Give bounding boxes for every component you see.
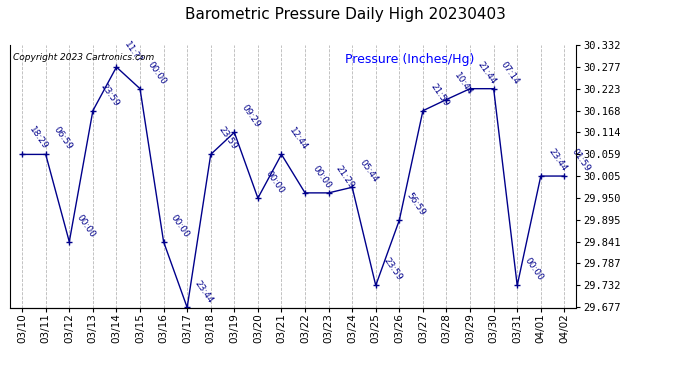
Text: 18:29: 18:29 <box>28 125 50 152</box>
Text: Barometric Pressure Daily High 20230403: Barometric Pressure Daily High 20230403 <box>184 8 506 22</box>
Text: 05:44: 05:44 <box>357 158 380 184</box>
Text: 00:00: 00:00 <box>146 60 168 86</box>
Text: 11:??: 11:?? <box>122 39 143 64</box>
Text: 01:59: 01:59 <box>570 147 592 173</box>
Text: 21:44: 21:44 <box>475 60 497 86</box>
Text: 00:00: 00:00 <box>310 164 333 190</box>
Text: 21:29: 21:29 <box>334 164 356 190</box>
Text: 23:44: 23:44 <box>193 279 215 305</box>
Text: Pressure (Inches/Hg): Pressure (Inches/Hg) <box>345 53 474 66</box>
Text: 06:59: 06:59 <box>51 125 73 152</box>
Text: 09:29: 09:29 <box>240 104 262 130</box>
Text: 21:59: 21:59 <box>428 82 451 108</box>
Text: 12:44: 12:44 <box>287 126 309 152</box>
Text: 00:00: 00:00 <box>264 169 286 195</box>
Text: 00:00: 00:00 <box>169 213 191 239</box>
Text: 07:14: 07:14 <box>499 60 522 86</box>
Text: 00:00: 00:00 <box>523 256 545 283</box>
Text: 23:44: 23:44 <box>546 147 569 173</box>
Text: Copyright 2023 Cartronics.com: Copyright 2023 Cartronics.com <box>13 53 155 62</box>
Text: 10:44: 10:44 <box>452 70 474 97</box>
Text: 23:59: 23:59 <box>382 256 404 283</box>
Text: 23:59: 23:59 <box>216 125 239 152</box>
Text: 00:00: 00:00 <box>75 213 97 239</box>
Text: 56:59: 56:59 <box>405 191 427 217</box>
Text: 23:59: 23:59 <box>99 82 121 108</box>
